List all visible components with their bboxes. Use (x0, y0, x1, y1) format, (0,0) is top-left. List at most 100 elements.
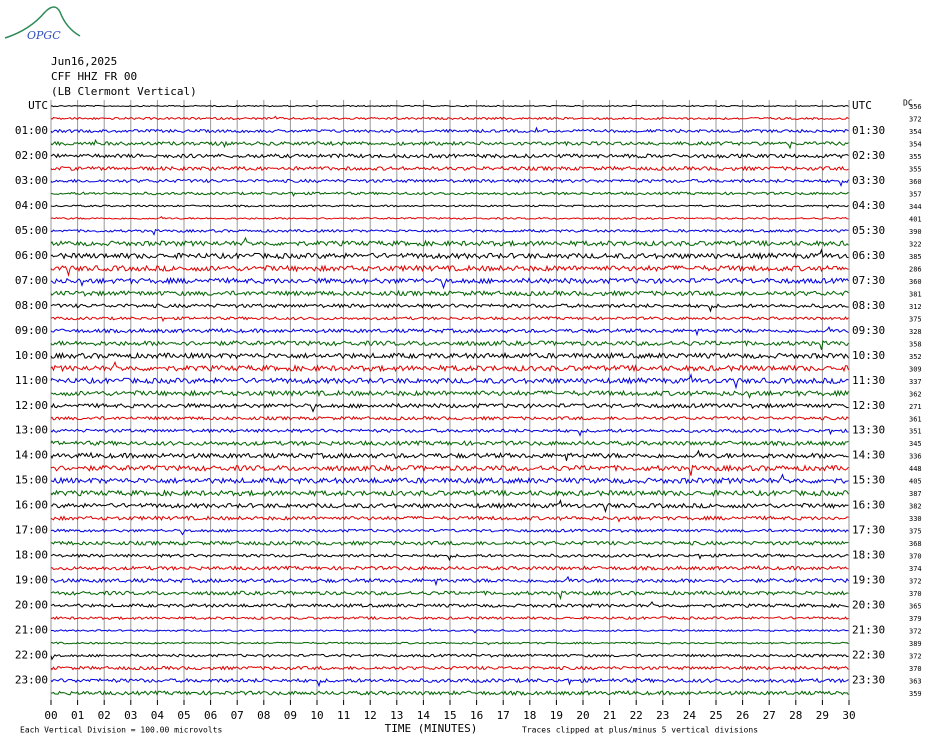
dc-value: 354 (909, 128, 922, 136)
left-time-label: 04:00 (15, 199, 48, 212)
trace (50, 653, 849, 661)
x-tick-label: 14 (417, 709, 431, 722)
trace (50, 565, 849, 571)
right-time-label: 20:30 (852, 599, 885, 612)
logo-shape (4, 6, 81, 39)
dc-value: 375 (909, 528, 922, 536)
dc-value: 337 (909, 378, 922, 386)
dc-value: 370 (909, 665, 922, 673)
station: CFF HHZ FR 00 (51, 70, 137, 83)
dc-value: 362 (909, 390, 922, 398)
left-time-label: 15:00 (15, 474, 48, 487)
dc-value: 356 (909, 103, 922, 111)
left-time-label: 22:00 (15, 649, 48, 662)
left-time-label: 11:00 (15, 374, 48, 387)
x-tick-label: 02 (98, 709, 111, 722)
dc-value: 370 (909, 590, 922, 598)
x-tick-label: 17 (497, 709, 510, 722)
trace (50, 615, 849, 621)
right-time-label: 17:30 (852, 524, 885, 537)
dc-value: 385 (909, 253, 922, 261)
trace (50, 115, 849, 121)
trace (50, 303, 849, 313)
trace (50, 464, 849, 476)
date: Jun16,2025 (51, 55, 117, 68)
x-tick-label: 10 (310, 709, 323, 722)
x-tick-label: 20 (576, 709, 589, 722)
left-time-label: 01:00 (15, 124, 48, 137)
dc-value: 312 (909, 303, 922, 311)
x-tick-label: 03 (124, 709, 137, 722)
right-time-label: 10:30 (852, 349, 885, 362)
x-tick-label: 26 (736, 709, 749, 722)
dc-value: 372 (909, 115, 922, 123)
x-tick-label: 00 (44, 709, 57, 722)
dc-value: 372 (909, 578, 922, 586)
left-time-label: 02:00 (15, 149, 48, 162)
dc-value: 357 (909, 190, 922, 198)
left-time-label: 19:00 (15, 574, 48, 587)
trace (50, 104, 849, 108)
left-time-label: 08:00 (15, 299, 48, 312)
right-time-label: 15:30 (852, 474, 885, 487)
x-tick-label: 19 (550, 709, 563, 722)
dc-value: 355 (909, 153, 922, 161)
trace (50, 528, 849, 536)
right-time-label: 06:30 (852, 249, 885, 262)
dc-value: 382 (909, 503, 922, 511)
dc-value: 360 (909, 278, 922, 286)
x-tick-label: 16 (470, 709, 483, 722)
x-tick-label: 08 (257, 709, 270, 722)
dc-value: 286 (909, 265, 922, 273)
right-time-label: 22:30 (852, 649, 885, 662)
right-time-label: 12:30 (852, 399, 885, 412)
trace (50, 449, 849, 461)
right-time-label: 07:30 (852, 274, 885, 287)
x-tick-label: 15 (443, 709, 456, 722)
dc-value: 381 (909, 290, 922, 298)
trace (50, 499, 849, 514)
location: (LB Clermont Vertical) (51, 85, 197, 98)
trace (50, 351, 849, 360)
dc-value: 387 (909, 490, 922, 498)
dc-value: 351 (909, 428, 922, 436)
x-tick-label: 11 (337, 709, 350, 722)
dc-value: 374 (909, 565, 922, 573)
left-time-label: 09:00 (15, 324, 48, 337)
left-time-label: UTC (28, 99, 48, 112)
dc-value: 448 (909, 465, 922, 473)
x-tick-label: 12 (364, 709, 377, 722)
x-tick-label: 23 (656, 709, 669, 722)
trace (50, 248, 849, 260)
clip-note: Traces clipped at plus/minus 5 vertical … (522, 726, 758, 735)
x-tick-label: 24 (683, 709, 697, 722)
dc-value: 354 (909, 140, 922, 148)
x-tick-label: 04 (151, 709, 165, 722)
dc-value: 345 (909, 440, 922, 448)
trace (50, 165, 849, 172)
dc-value: 368 (909, 540, 922, 548)
trace (50, 489, 849, 498)
trace (50, 415, 849, 421)
trace (50, 540, 849, 546)
trace (50, 325, 849, 337)
x-tick-label: 13 (390, 709, 403, 722)
right-time-label: 13:30 (852, 424, 885, 437)
x-axis-label: TIME (MINUTES) (385, 722, 478, 735)
x-tick-label: 27 (763, 709, 776, 722)
right-time-label: 21:30 (852, 624, 885, 637)
trace (50, 473, 849, 485)
trace (50, 339, 849, 350)
right-time-label: 23:30 (852, 674, 885, 687)
dc-value: 352 (909, 353, 922, 361)
right-time-label: 18:30 (852, 549, 885, 562)
dc-value: 405 (909, 478, 922, 486)
trace (50, 126, 849, 134)
trace (50, 515, 849, 523)
dc-value: 390 (909, 228, 922, 236)
right-time-label: 02:30 (852, 149, 885, 162)
dc-value: 358 (909, 340, 922, 348)
left-time-label: 10:00 (15, 349, 48, 362)
trace (50, 440, 849, 447)
